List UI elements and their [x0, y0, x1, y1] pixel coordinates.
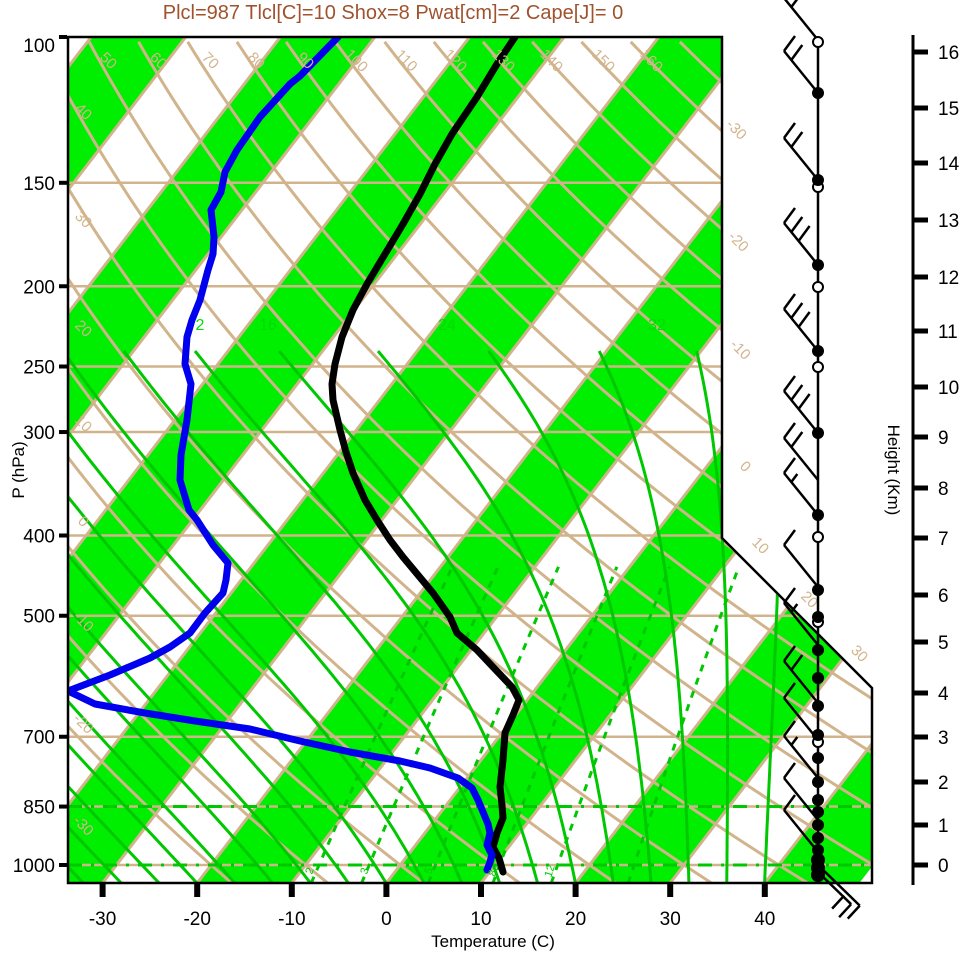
wind-station-dot	[812, 672, 824, 684]
wind-station-dot	[812, 806, 824, 818]
height-tick-label: 9	[938, 428, 949, 449]
grid-line-label: 2	[196, 317, 205, 334]
temperature-curve	[328, 37, 523, 876]
height-tick-label: 3	[938, 728, 949, 749]
temp-tick-label: 10	[470, 909, 491, 930]
pressure-axis: 100 150 200 250 300 400 500 700 850 1000	[13, 35, 67, 877]
pressure-tick-label: 400	[23, 527, 55, 548]
wind-station-dot	[812, 584, 824, 596]
temp-tick-label: 40	[754, 909, 775, 930]
wind-station-dot	[812, 844, 824, 856]
grid-line-label: -10	[727, 336, 754, 363]
wind-station-dot	[812, 611, 824, 623]
grid-line-label: 10	[748, 534, 772, 558]
temp-tick-label: -10	[278, 909, 305, 930]
wind-station-dot	[812, 832, 824, 844]
temp-tick-label: 20	[565, 909, 586, 930]
wind-barb-column	[782, 0, 861, 920]
wind-station-dot	[812, 427, 824, 439]
height-tick-label: 8	[938, 479, 949, 500]
height-tick-label: 16	[938, 43, 959, 64]
wind-station-dot	[812, 174, 824, 186]
pressure-tick-label: 100	[23, 36, 55, 57]
height-tick-label: 15	[938, 99, 959, 120]
pressure-tick-label: 300	[23, 423, 55, 444]
temp-tick-label: -30	[89, 909, 116, 930]
pressure-tick-label: 700	[23, 728, 55, 749]
height-tick-label: 4	[938, 684, 949, 705]
chart-title: Plcl=987 Tlcl[C]=10 Shox=8 Pwat[cm]=2 Ca…	[162, 2, 624, 24]
dewpoint-curve	[68, 37, 496, 874]
pressure-tick-label: 1000	[13, 856, 55, 877]
grid-line-label: 30	[847, 642, 871, 666]
height-axis-title: Height (Km)	[884, 424, 903, 516]
wind-station-dot	[812, 794, 824, 806]
wind-station-dot	[811, 868, 825, 882]
height-tick-label: 10	[938, 378, 959, 399]
grid-line-label: -20	[725, 228, 752, 255]
height-tick-label: 12	[938, 268, 959, 289]
height-tick-label: 0	[938, 856, 949, 877]
height-tick-label: 2	[938, 773, 949, 794]
pressure-tick-label: 250	[23, 357, 55, 378]
pressure-tick-label: 200	[23, 277, 55, 298]
pressure-tick-label: 850	[23, 798, 55, 819]
grid-line-label: -30	[723, 116, 750, 143]
grid-line-label: 110	[392, 46, 421, 75]
grid-line-label: 12	[543, 863, 558, 878]
wind-station-circle	[812, 361, 824, 373]
pressure-tick-label: 150	[23, 174, 55, 195]
temperature-axis: -30 -20 -10 0 10 20 30 40	[89, 883, 775, 930]
grid-line-label: 24	[438, 317, 456, 334]
temp-tick-label: 0	[381, 909, 392, 930]
grid-line-label: 5	[422, 866, 435, 876]
wind-station-dot	[812, 776, 824, 788]
wind-station-circle	[812, 281, 824, 293]
wind-station-dot	[812, 509, 824, 521]
pressure-axis-title: P (hPa)	[9, 441, 28, 499]
wind-station-circle	[812, 531, 824, 543]
wind-station-dot	[812, 752, 824, 764]
moist-adiabat-lines	[68, 350, 782, 883]
height-tick-label: 13	[938, 211, 959, 232]
height-tick-label: 6	[938, 586, 949, 607]
wind-station-dot	[812, 819, 824, 831]
pressure-tick-label: 500	[23, 607, 55, 628]
grid-line-label: 32	[648, 317, 666, 334]
wind-station-dot	[812, 644, 824, 656]
grid-line-label: 16	[259, 317, 277, 334]
grid-line-label: 70	[198, 49, 222, 73]
temp-tick-label: 30	[660, 909, 681, 930]
height-tick-label: 5	[938, 633, 949, 654]
wind-station-circle	[812, 36, 824, 48]
grid-line-label: 0	[736, 458, 754, 476]
grid-line-label: 8	[486, 868, 499, 878]
wind-station-dot	[812, 729, 824, 741]
plot-border	[66, 35, 874, 885]
temp-tick-label: -20	[183, 909, 210, 930]
wind-station-dot	[812, 345, 824, 357]
wind-station-dot	[812, 259, 824, 271]
height-tick-label: 14	[938, 154, 960, 175]
grid-line-label: 2	[303, 866, 316, 876]
grid-line-label: 150	[588, 46, 618, 76]
height-tick-label: 1	[938, 816, 949, 837]
height-tick-label: 7	[938, 529, 949, 550]
wind-station-dot	[812, 700, 824, 712]
wind-station-dot	[812, 87, 824, 99]
x-axis-title: Temperature (C)	[431, 932, 555, 951]
grid-line-label: 3	[358, 866, 371, 876]
mixing-ratio-lines	[309, 566, 741, 883]
height-tick-label: 11	[938, 322, 958, 343]
